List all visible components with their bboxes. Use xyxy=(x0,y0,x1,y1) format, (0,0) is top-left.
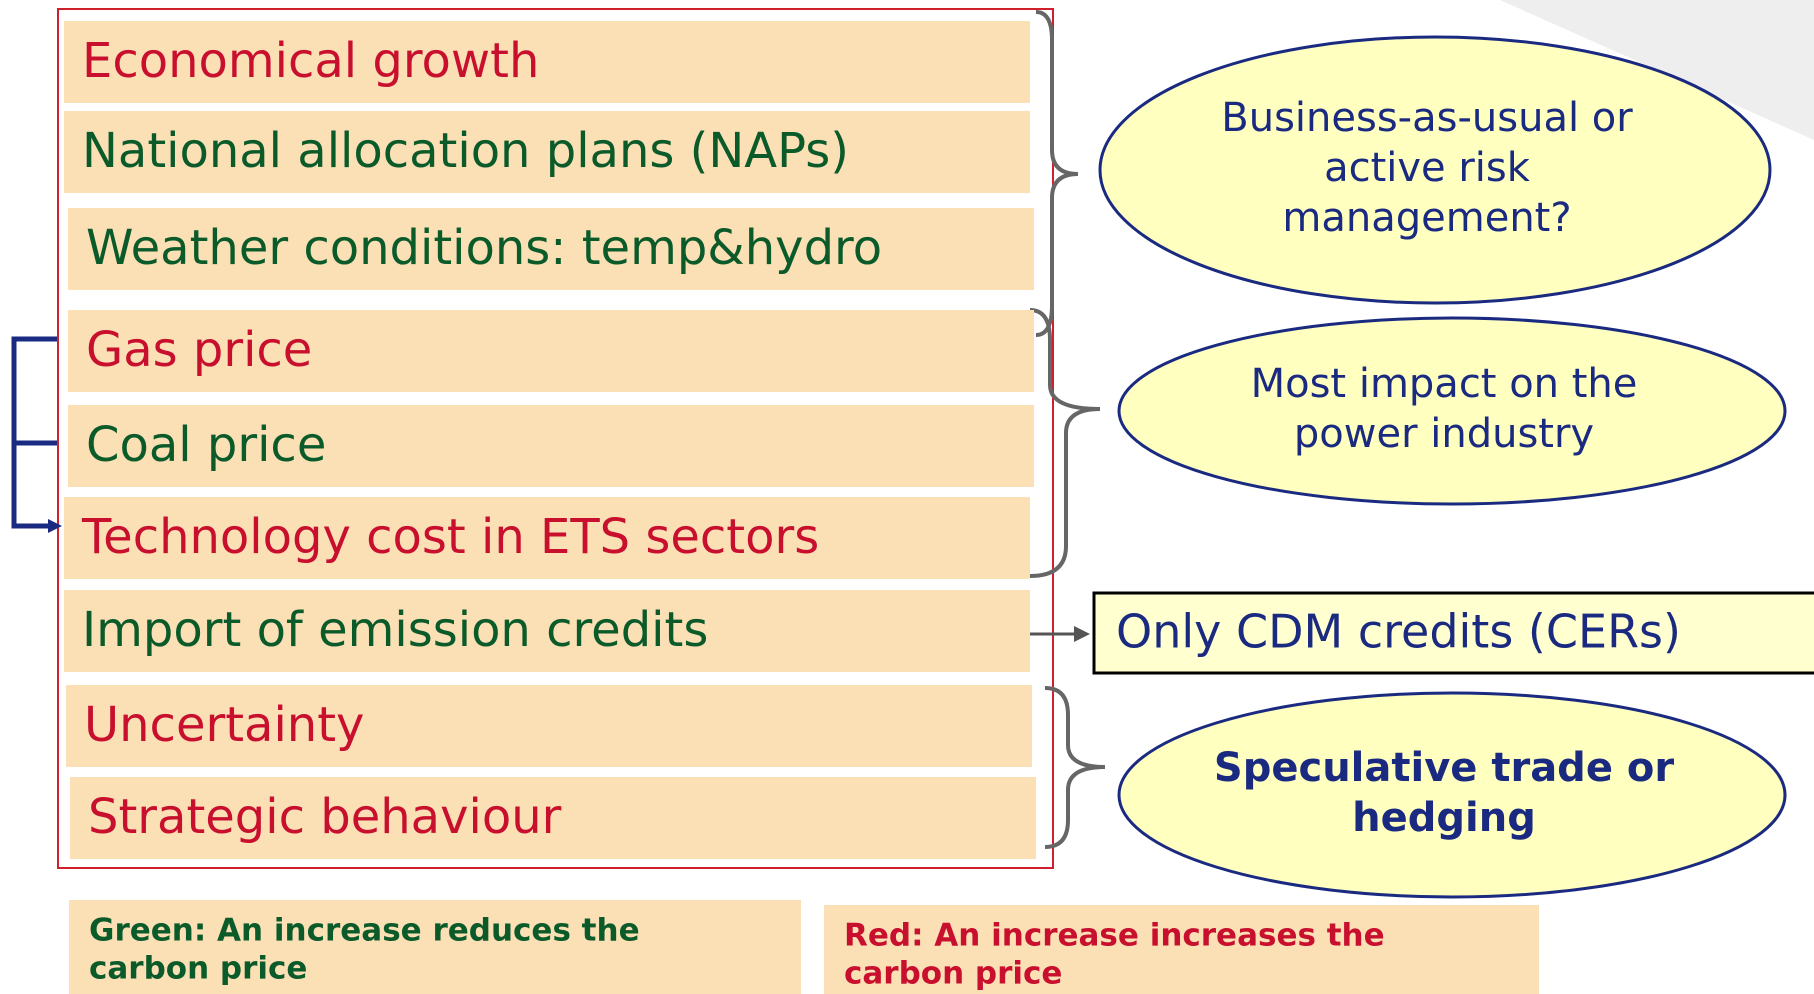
ellipse-text: Speculative trade or xyxy=(1214,745,1674,791)
ellipse-text: Business-as-usual or xyxy=(1221,95,1633,141)
factor-label: Coal price xyxy=(86,417,326,473)
ellipse xyxy=(1117,316,1787,506)
ellipse-text: power industry xyxy=(1294,411,1594,457)
ellipse xyxy=(1098,35,1772,305)
legend-box xyxy=(824,905,1539,994)
factor-row xyxy=(66,685,1032,767)
factor-label: National allocation plans (NAPs) xyxy=(82,123,849,179)
brace xyxy=(1035,10,1079,337)
link-bracket xyxy=(11,336,57,529)
arrow-head xyxy=(48,519,62,533)
factor-label: Import of emission credits xyxy=(82,602,708,658)
factor-frame xyxy=(57,8,1054,869)
factor-row xyxy=(70,777,1036,859)
legend-box xyxy=(69,900,801,994)
factor-row xyxy=(68,310,1034,392)
factor-label: Economical growth xyxy=(82,33,539,89)
factor-label: Gas price xyxy=(86,322,312,378)
brace xyxy=(1044,686,1106,849)
factor-row xyxy=(68,405,1034,487)
factor-label: Weather conditions: temp&hydro xyxy=(86,220,882,276)
factor-label: Technology cost in ETS sectors xyxy=(81,509,819,565)
factor-row xyxy=(64,21,1030,103)
factor-label: Strategic behaviour xyxy=(88,789,562,845)
legend-text: Green: An increase reduces the xyxy=(89,913,640,949)
legend-text: carbon price xyxy=(844,956,1062,992)
factor-row xyxy=(64,497,1030,579)
ellipse-text: hedging xyxy=(1352,795,1536,841)
ellipse xyxy=(1117,691,1787,899)
arrow-head xyxy=(1074,626,1090,642)
factor-row xyxy=(64,590,1030,672)
legend-text: carbon price xyxy=(89,951,307,987)
factor-label: Uncertainty xyxy=(84,697,364,753)
ellipse-text: management? xyxy=(1282,195,1571,241)
ellipse-text: active risk xyxy=(1324,145,1531,191)
legend-text: Red: An increase increases the xyxy=(844,918,1385,954)
factor-row xyxy=(64,111,1030,193)
cdm-text: Only CDM credits (CERs) xyxy=(1116,605,1681,659)
ellipse-text: Most impact on the xyxy=(1251,361,1638,407)
cdm-box xyxy=(1092,591,1814,675)
factor-row xyxy=(68,208,1034,290)
brace xyxy=(1029,308,1101,578)
